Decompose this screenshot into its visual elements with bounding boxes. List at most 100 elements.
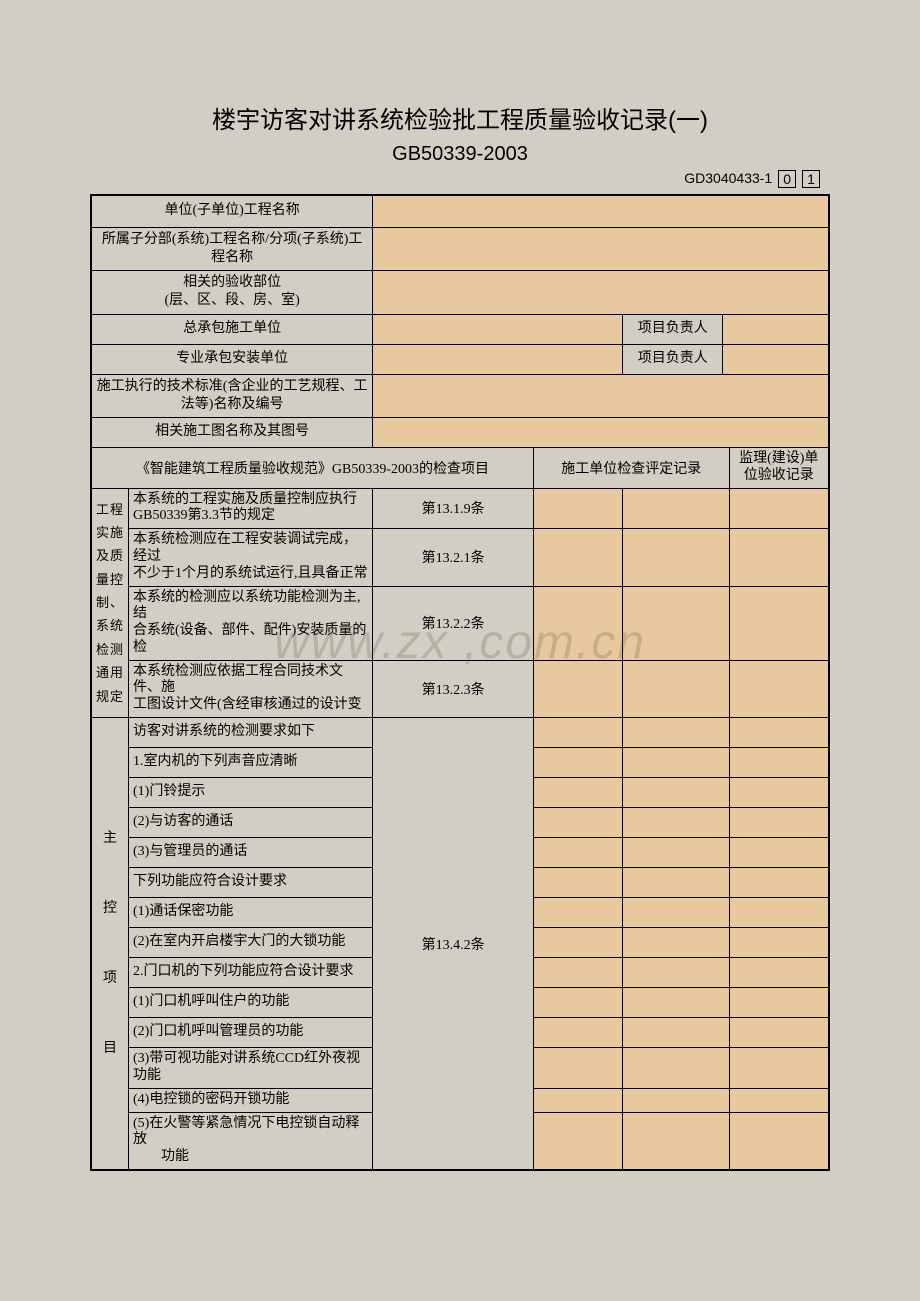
section2-row-4: (3)与管理员的通话	[129, 838, 373, 868]
section1-row-2-text: 本系统的检测应以系统功能检测为主,结 合系统(设备、部件、配件)安装质量的检	[129, 586, 373, 660]
document-code: GD3040433-1 0 1	[90, 170, 830, 188]
label-subsection: 所属子分部(系统)工程名称/分项(子系统)工程名称	[91, 227, 373, 270]
section2-row-13-rec2[interactable]	[623, 1112, 729, 1170]
section2-row-11-rec1[interactable]	[533, 1048, 622, 1089]
label-construction-drawing: 相关施工图名称及其图号	[91, 417, 373, 447]
section2-row-0-rec1[interactable]	[533, 718, 622, 748]
section2-row-0-rec3[interactable]	[729, 718, 829, 748]
section2-row-6: (1)通话保密功能	[129, 898, 373, 928]
section2-row-4-rec2[interactable]	[623, 838, 729, 868]
section2-row-3-rec3[interactable]	[729, 808, 829, 838]
section2-row-6-rec2[interactable]	[623, 898, 729, 928]
section1-row-0-rec3[interactable]	[729, 488, 829, 529]
section2-row-9-rec3[interactable]	[729, 988, 829, 1018]
doc-code-box1: 0	[778, 170, 796, 188]
section2-row-13-rec3[interactable]	[729, 1112, 829, 1170]
section1-row-0-rec1[interactable]	[533, 488, 622, 529]
label-tech-standard: 施工执行的技术标准(含企业的工艺规程、工法等)名称及编号	[91, 374, 373, 417]
label-specialist-contractor: 专业承包安装单位	[91, 344, 373, 374]
main-table: 单位(子单位)工程名称 所属子分部(系统)工程名称/分项(子系统)工程名称 相关…	[90, 194, 830, 1171]
section1-row-3-rec1[interactable]	[533, 660, 622, 717]
section2-row-5-rec2[interactable]	[623, 868, 729, 898]
section1-row-3-rec3[interactable]	[729, 660, 829, 717]
section2-row-7-rec2[interactable]	[623, 928, 729, 958]
label-unit-project: 单位(子单位)工程名称	[91, 195, 373, 227]
document-page: 楼宇访客对讲系统检验批工程质量验收记录(一) GB50339-2003 GD30…	[0, 0, 920, 1221]
section1-row-1-clause: 第13.2.1条	[373, 529, 534, 586]
section2-row-4-rec1[interactable]	[533, 838, 622, 868]
section2-row-4-rec3[interactable]	[729, 838, 829, 868]
section2-row-10-rec1[interactable]	[533, 1018, 622, 1048]
section2-row-8-rec2[interactable]	[623, 958, 729, 988]
section2-row-8: 2.门口机的下列功能应符合设计要求	[129, 958, 373, 988]
section2-row-8-rec1[interactable]	[533, 958, 622, 988]
input-acceptance-location[interactable]	[373, 271, 829, 314]
section2-row-10: (2)门口机呼叫管理员的功能	[129, 1018, 373, 1048]
section2-row-0-rec2[interactable]	[623, 718, 729, 748]
section1-row-1-rec3[interactable]	[729, 529, 829, 586]
label-general-contractor: 总承包施工单位	[91, 314, 373, 344]
section2-row-7-rec1[interactable]	[533, 928, 622, 958]
section2-row-10-rec3[interactable]	[729, 1018, 829, 1048]
section2-row-12-rec2[interactable]	[623, 1088, 729, 1112]
section2-row-7-rec3[interactable]	[729, 928, 829, 958]
section2-row-1-rec2[interactable]	[623, 748, 729, 778]
section2-row-6-rec3[interactable]	[729, 898, 829, 928]
input-subsection[interactable]	[373, 227, 829, 270]
input-project-leader-2[interactable]	[723, 344, 829, 374]
section2-row-5-rec3[interactable]	[729, 868, 829, 898]
section2-row-3-rec1[interactable]	[533, 808, 622, 838]
input-project-leader-1[interactable]	[723, 314, 829, 344]
section2-row-3-rec2[interactable]	[623, 808, 729, 838]
section2-row-9: (1)门口机呼叫住户的功能	[129, 988, 373, 1018]
section1-row-3-rec2[interactable]	[623, 660, 729, 717]
section2-row-8-rec3[interactable]	[729, 958, 829, 988]
section1-row-1-text: 本系统检测应在工程安装调试完成，经过 不少于1个月的系统试运行,且具备正常	[129, 529, 373, 586]
doc-code-box2: 1	[802, 170, 820, 188]
section2-row-1-rec3[interactable]	[729, 748, 829, 778]
section2-row-11-rec2[interactable]	[623, 1048, 729, 1089]
section2-row-12-rec1[interactable]	[533, 1088, 622, 1112]
section2-row-2-rec3[interactable]	[729, 778, 829, 808]
input-unit-project[interactable]	[373, 195, 829, 227]
section1-row-0-rec2[interactable]	[623, 488, 729, 529]
check-header-spec: 《智能建筑工程质量验收规范》GB50339-2003的检查项目	[91, 447, 533, 488]
section2-row-10-rec2[interactable]	[623, 1018, 729, 1048]
section2-row-1-rec1[interactable]	[533, 748, 622, 778]
section2-row-1: 1.室内机的下列声音应清晰	[129, 748, 373, 778]
section2-row-11: (3)带可视功能对讲系统CCD红外夜视功能	[129, 1048, 373, 1089]
section2-row-5-rec1[interactable]	[533, 868, 622, 898]
section1-row-0-text: 本系统的工程实施及质量控制应执行GB50339第3.3节的规定	[129, 488, 373, 529]
section2-row-13-rec1[interactable]	[533, 1112, 622, 1170]
section1-row-2-rec1[interactable]	[533, 586, 622, 660]
input-tech-standard[interactable]	[373, 374, 829, 417]
section1-row-2-rec3[interactable]	[729, 586, 829, 660]
section1-row-1-rec2[interactable]	[623, 529, 729, 586]
input-specialist-contractor[interactable]	[373, 344, 623, 374]
section1-row-0-clause: 第13.1.9条	[373, 488, 534, 529]
section1-row-2-clause: 第13.2.2条	[373, 586, 534, 660]
section2-row-13: (5)在火警等紧急情况下电控锁自动释放 功能	[129, 1112, 373, 1170]
page-title: 楼宇访客对讲系统检验批工程质量验收记录(一)	[90, 100, 830, 135]
section1-label: 工程实施及质量控制、系统检测通用规定	[91, 488, 129, 718]
section2-row-11-rec3[interactable]	[729, 1048, 829, 1089]
section2-row-2-rec1[interactable]	[533, 778, 622, 808]
section1-row-1-rec1[interactable]	[533, 529, 622, 586]
section2-row-12: (4)电控锁的密码开锁功能	[129, 1088, 373, 1112]
label-project-leader-1: 项目负责人	[623, 314, 723, 344]
section2-row-6-rec1[interactable]	[533, 898, 622, 928]
input-general-contractor[interactable]	[373, 314, 623, 344]
section2-row-9-rec1[interactable]	[533, 988, 622, 1018]
section2-row-12-rec3[interactable]	[729, 1088, 829, 1112]
doc-code-prefix: GD3040433-1	[684, 170, 772, 186]
section2-row-2: (1)门铃提示	[129, 778, 373, 808]
section1-row-3-text: 本系统检测应依据工程合同技术文件、施 工图设计文件(含经审核通过的设计变	[129, 660, 373, 717]
section2-row-9-rec2[interactable]	[623, 988, 729, 1018]
label-acceptance-location: 相关的验收部位 (层、区、段、房、室)	[91, 271, 373, 314]
section1-row-2-rec2[interactable]	[623, 586, 729, 660]
input-construction-drawing[interactable]	[373, 417, 829, 447]
section1-row-3-clause: 第13.2.3条	[373, 660, 534, 717]
label-project-leader-2: 项目负责人	[623, 344, 723, 374]
section2-row-2-rec2[interactable]	[623, 778, 729, 808]
section2-row-0: 访客对讲系统的检测要求如下	[129, 718, 373, 748]
